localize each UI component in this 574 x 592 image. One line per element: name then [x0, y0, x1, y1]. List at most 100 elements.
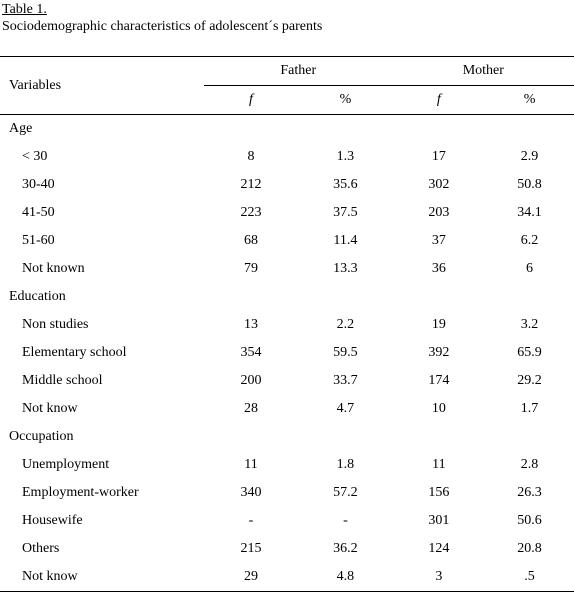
mother-f-value: 302 [428, 177, 450, 192]
empty-cell [204, 115, 298, 144]
table-row: Others 215 36.2 124 20.8 [0, 535, 574, 563]
header-row-measures: f % f % [0, 85, 574, 115]
row-label: 51-60 [22, 233, 55, 248]
father-f-value: 11 [244, 457, 258, 472]
father-f-value: 79 [243, 261, 258, 276]
mother-pct-value: 6.2 [520, 233, 539, 248]
mother-f-value: 17 [431, 149, 446, 164]
row-label: Non studies [22, 317, 89, 332]
row-label: Housewife [22, 513, 83, 528]
mother-f-value: 19 [431, 317, 446, 332]
empty-cell [393, 115, 485, 144]
mother-f-value: 174 [428, 373, 450, 388]
table-row: Housewife - - 301 50.6 [0, 507, 574, 535]
section-label: Age [9, 121, 33, 136]
father-f-value: 8 [247, 149, 255, 164]
father-f-value: 215 [240, 541, 262, 556]
father-pct-value: 36.2 [333, 541, 358, 556]
mother-pct-value: 65.9 [517, 345, 542, 360]
header-mother-f: f [392, 85, 486, 115]
mother-pct-value: 50.8 [517, 177, 542, 192]
table-row: 30-40 212 35.6 302 50.8 [0, 171, 574, 199]
mother-f-value: 11 [432, 457, 446, 472]
row-label: Unemployment [22, 457, 110, 472]
table-title: Sociodemographic characteristics of adol… [2, 19, 323, 34]
header-father-f: f [203, 85, 299, 115]
row-label: < 30 [22, 149, 48, 164]
mother-pct-value: .5 [485, 563, 574, 592]
empty-cell [204, 283, 298, 311]
father-f-value: 13 [243, 317, 258, 332]
mother-pct-value: 3.2 [520, 317, 539, 332]
table-row: 51-60 68 11.4 37 6.2 [0, 227, 574, 255]
empty-cell [485, 283, 574, 311]
mother-f-value: 124 [428, 541, 450, 556]
mother-f-value: 156 [428, 485, 450, 500]
row-label: Middle school [22, 373, 103, 388]
father-f-value: 340 [240, 485, 262, 500]
table-caption: Table 1. Sociodemographic characteristic… [2, 1, 322, 35]
header-mother-pct: % [485, 85, 574, 115]
mother-f-value: 392 [428, 345, 450, 360]
father-f-value: 212 [240, 177, 262, 192]
table-label: Table 1. [2, 2, 47, 17]
empty-cell [298, 115, 393, 144]
table-body: Age < 30 8 1.3 17 2.9 30-40 212 35.6 302 50.8 41-50… [0, 115, 574, 592]
father-f-value: 68 [243, 233, 258, 248]
father-pct-value: - [343, 513, 348, 528]
table-row: Unemployment 11 1.8 11 2.8 [0, 451, 574, 479]
header-row-groups: Variables Father Mother [0, 56, 574, 115]
father-pct-value: 1.3 [336, 149, 355, 164]
header-father: Father [203, 56, 393, 86]
section-row: Occupation [0, 423, 574, 451]
empty-cell [298, 283, 393, 311]
father-pct-value: 37.5 [333, 205, 358, 220]
empty-cell [393, 283, 485, 311]
father-f-value: 29 [203, 563, 299, 592]
section-row: Education [0, 283, 574, 311]
mother-pct-value: 50.6 [517, 513, 542, 528]
father-pct-value: 11.4 [333, 233, 358, 248]
mother-pct-value: 34.1 [517, 205, 542, 220]
mother-pct-value: 26.3 [517, 485, 542, 500]
mother-pct-value: 20.8 [517, 541, 542, 556]
row-label: Not know [0, 563, 204, 592]
header-mother: Mother [392, 56, 574, 86]
mother-f-value: 3 [392, 563, 486, 592]
father-f-value: 354 [240, 345, 262, 360]
mother-f-value: 203 [428, 205, 450, 220]
table-row: Elementary school 354 59.5 392 65.9 [0, 339, 574, 367]
mother-pct-value: 1.7 [520, 401, 539, 416]
table-row: Not know 29 4.8 3.5 [0, 563, 574, 592]
table-row: 41-50 223 37.5 203 34.1 [0, 199, 574, 227]
father-pct-value: 13.3 [333, 261, 358, 276]
header-variables: Variables [0, 56, 204, 115]
table-row: Not known 79 13.3 36 6 [0, 255, 574, 283]
mother-f-value: 36 [431, 261, 446, 276]
empty-cell [485, 115, 574, 144]
empty-cell [485, 423, 574, 451]
mother-pct-value: 2.9 [520, 149, 539, 164]
father-pct-value: 4.8 [298, 563, 393, 592]
mother-f-value: 10 [431, 401, 446, 416]
table-row: Middle school 200 33.7 174 29.2 [0, 367, 574, 395]
father-f-value: - [248, 513, 254, 528]
section-label: Occupation [9, 429, 74, 444]
mother-f-value: 37 [431, 233, 446, 248]
father-f-value: 200 [240, 373, 262, 388]
table-row: Employment-worker 340 57.2 156 26.3 [0, 479, 574, 507]
table-row: Not know 28 4.7 10 1.7 [0, 395, 574, 423]
mother-pct-value: 29.2 [517, 373, 542, 388]
empty-cell [204, 423, 298, 451]
row-label: Elementary school [22, 345, 127, 360]
row-label: Not know [22, 401, 78, 416]
father-f-value: 223 [240, 205, 262, 220]
father-pct-value: 1.8 [336, 457, 355, 472]
row-label: Others [22, 541, 60, 556]
mother-f-value: 301 [428, 513, 450, 528]
row-label: 41-50 [22, 205, 55, 220]
father-pct-value: 59.5 [333, 345, 358, 360]
header-father-pct: % [298, 85, 393, 115]
father-pct-value: 4.7 [336, 401, 355, 416]
row-label: Employment-worker [22, 485, 139, 500]
